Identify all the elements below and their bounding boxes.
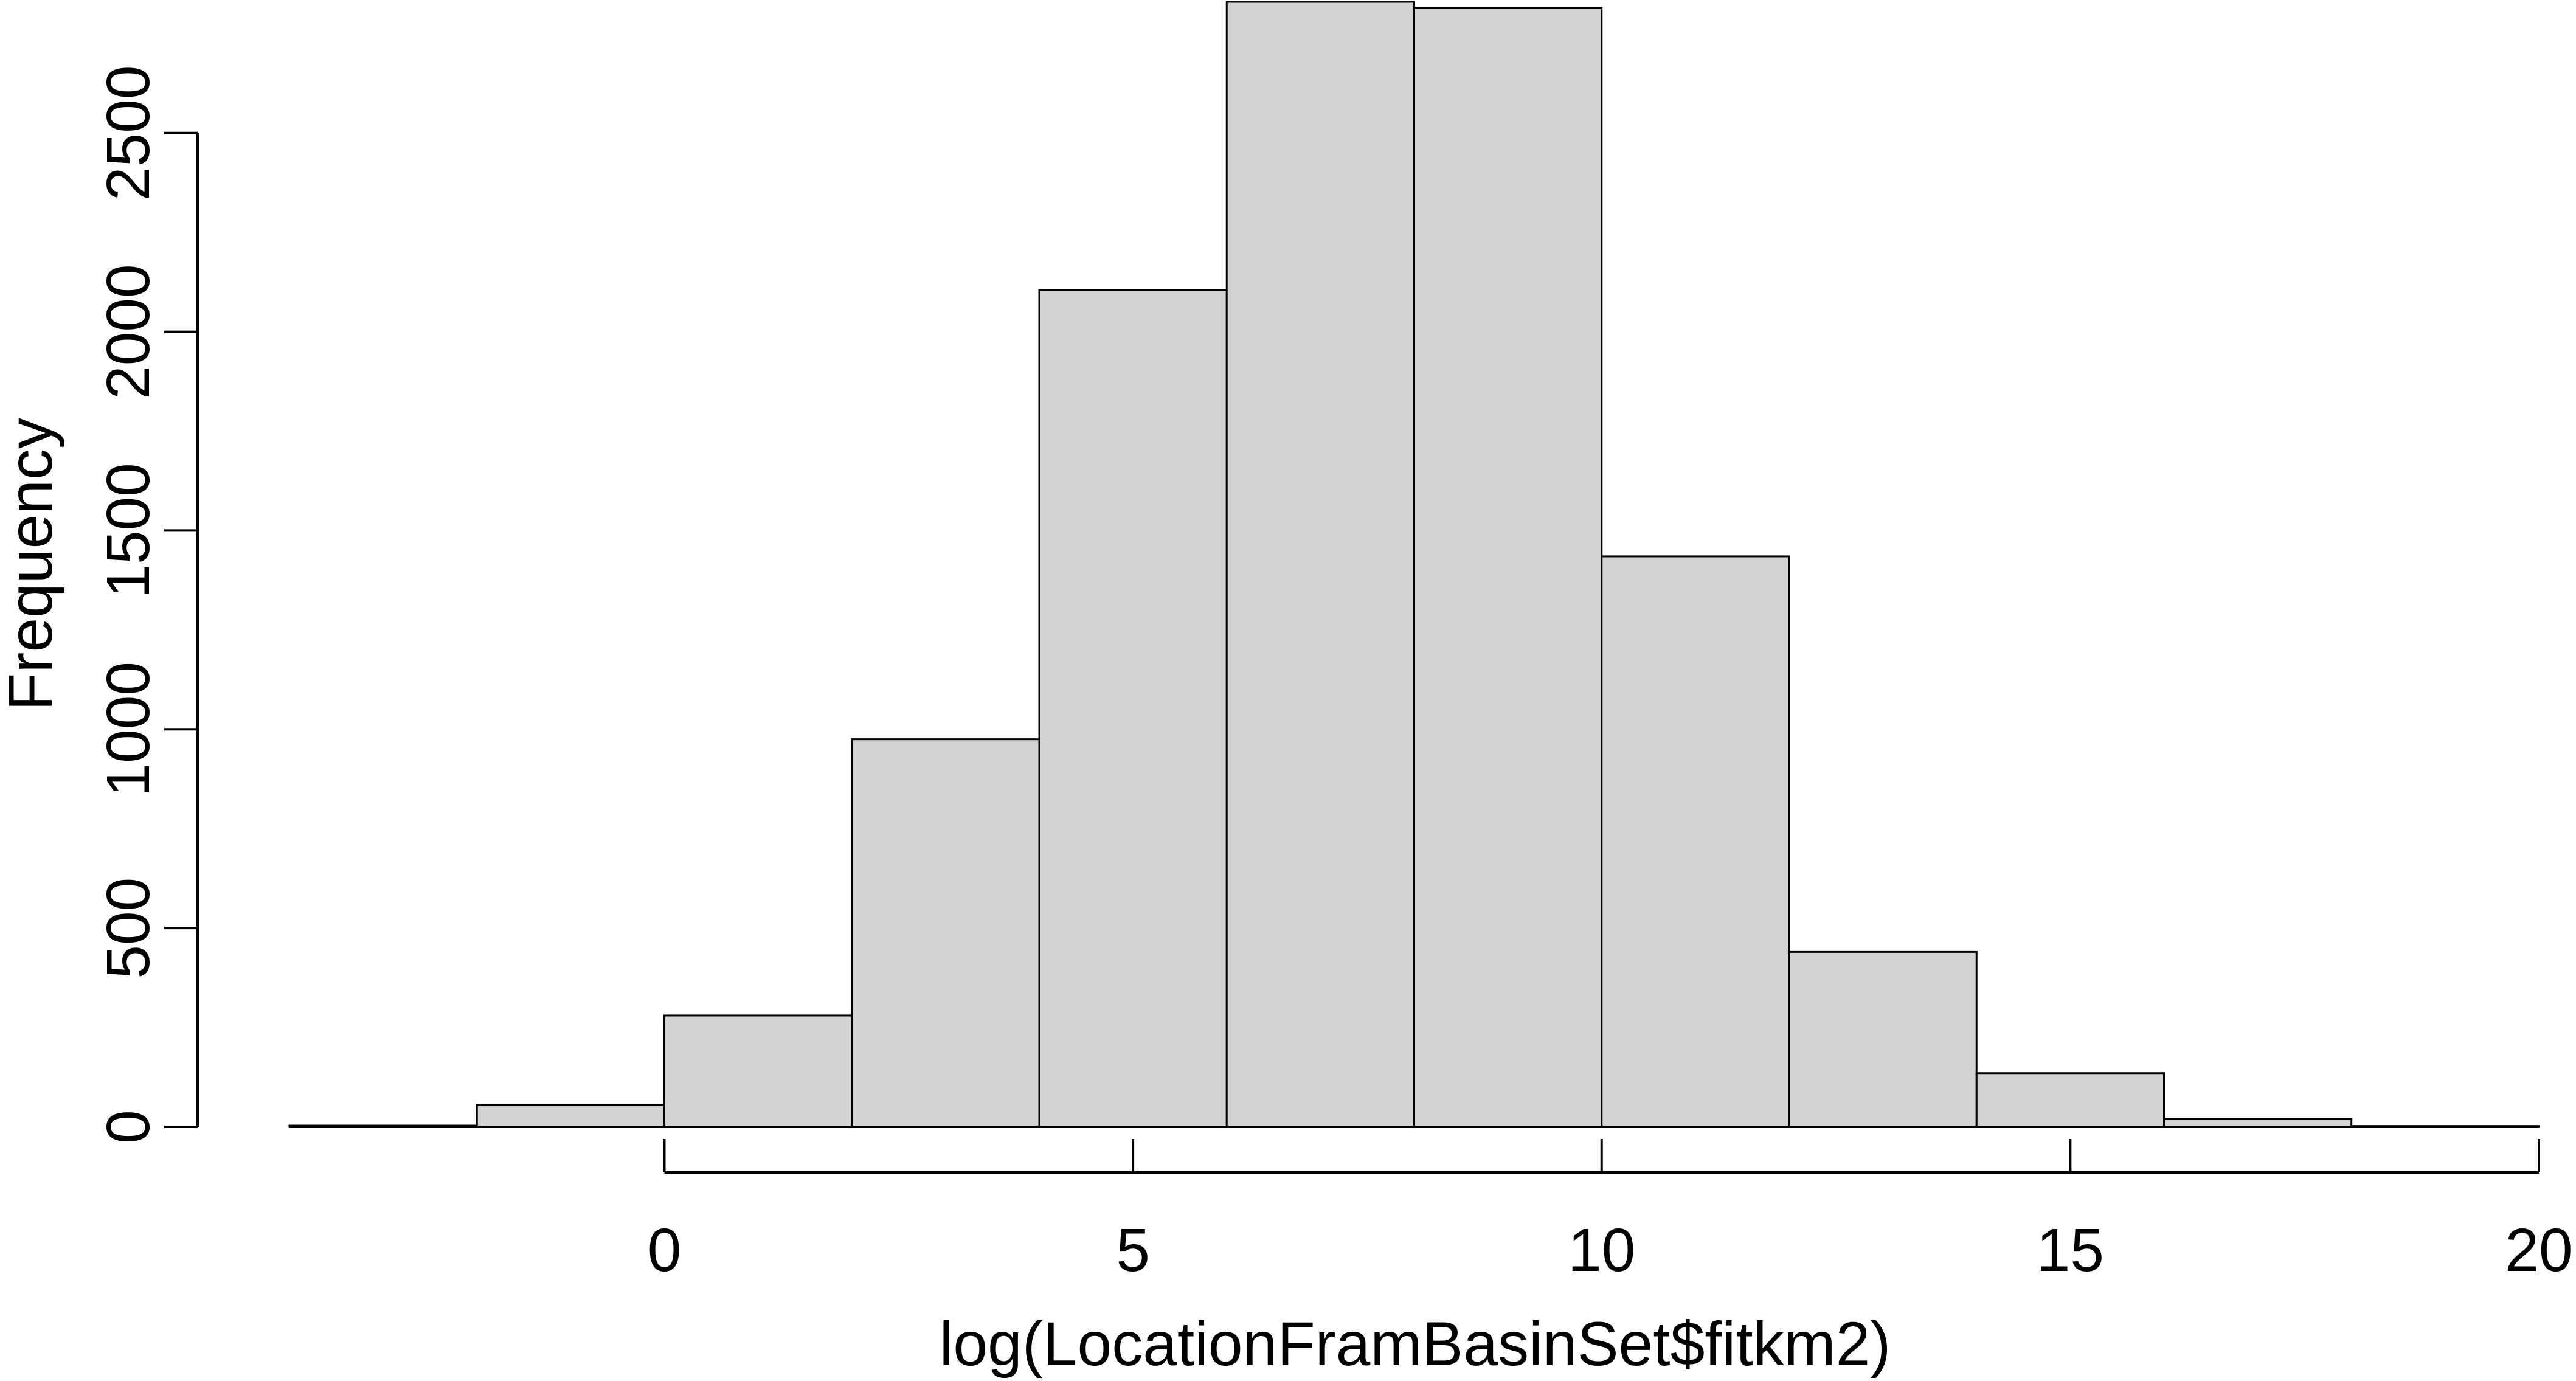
histogram-bar xyxy=(1788,950,1978,1128)
y-tick-label: 0 xyxy=(94,1110,162,1144)
bars-group xyxy=(288,1,2540,1128)
x-tick-label: 20 xyxy=(2505,1216,2572,1284)
histogram-bar xyxy=(1038,289,1228,1128)
y-tick-label: 2500 xyxy=(94,65,162,200)
y-tick-label: 2000 xyxy=(94,264,162,399)
histogram-bar xyxy=(476,1104,665,1128)
histogram-bar xyxy=(1975,1072,2165,1128)
x-tick-label: 0 xyxy=(648,1216,682,1284)
x-tick-label: 10 xyxy=(1568,1216,1635,1284)
histogram-bar xyxy=(1225,1,1415,1128)
y-tick-label: 1000 xyxy=(94,662,162,797)
y-tick-label: 1500 xyxy=(94,463,162,598)
x-tick-label: 5 xyxy=(1116,1216,1150,1284)
x-tick-label: 15 xyxy=(2037,1216,2104,1284)
histogram-bar xyxy=(851,738,1040,1128)
y-tick-label: 500 xyxy=(94,877,162,979)
histogram-bar xyxy=(663,1014,853,1128)
x-axis-label: log(LocationFramBasinSet$fitkm2) xyxy=(940,1309,1891,1379)
y-axis: 0 500 1000 1500 2000 2500 xyxy=(94,65,199,1144)
x-axis: 0 5 10 15 20 xyxy=(648,1139,2573,1284)
y-axis-label: Frequency xyxy=(0,418,65,711)
histogram-bar xyxy=(1413,7,1603,1128)
histogram-bar xyxy=(1601,555,1790,1128)
